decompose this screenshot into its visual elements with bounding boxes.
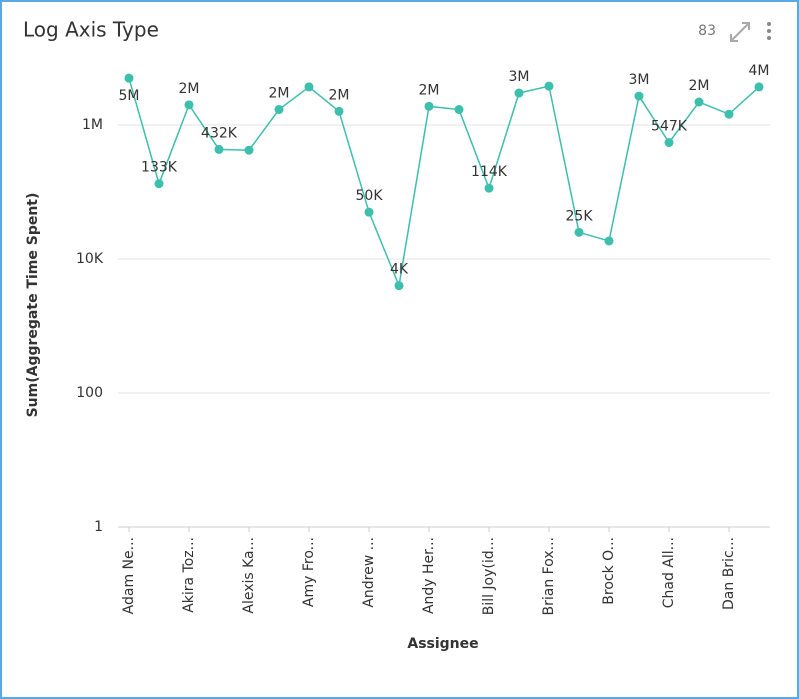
- point: [454, 105, 464, 115]
- data-label: 50K: [356, 188, 384, 204]
- point: [214, 144, 224, 154]
- menu-icon[interactable]: [767, 22, 771, 40]
- point: [484, 183, 494, 193]
- point: [304, 82, 314, 92]
- x-tick-label: Alexis Ka...: [241, 537, 257, 614]
- data-label: 2M: [329, 87, 350, 103]
- point: [694, 97, 704, 107]
- data-label: 133K: [141, 160, 178, 176]
- point: [244, 145, 254, 155]
- data-label: 2M: [269, 86, 290, 102]
- point: [724, 109, 734, 119]
- y-tick-label: 1M: [82, 117, 103, 133]
- point: [274, 105, 284, 115]
- y-tick-label: 10K: [76, 251, 104, 267]
- data-label: 547K: [651, 119, 688, 135]
- point: [664, 138, 674, 148]
- y-tick-label: 100: [76, 385, 103, 401]
- point: [334, 106, 344, 116]
- x-tick-label: Brock O...: [601, 537, 617, 605]
- data-label: 114K: [471, 164, 508, 180]
- x-tick-label: Chad All...: [661, 537, 677, 608]
- point: [634, 91, 644, 101]
- point: [424, 101, 434, 111]
- expand-icon[interactable]: [730, 22, 750, 42]
- data-label: 3M: [629, 72, 650, 88]
- data-label: 5M: [119, 88, 140, 104]
- data-label: 2M: [419, 82, 440, 98]
- point: [184, 100, 194, 110]
- point: [124, 73, 134, 83]
- x-tick-label: Andrew ...: [361, 537, 377, 608]
- x-tick-label: Amy Fro...: [301, 537, 317, 607]
- record-count: 83: [698, 23, 716, 39]
- data-label: 3M: [509, 69, 530, 85]
- x-tick-label: Dan Bric...: [721, 537, 737, 610]
- point: [544, 81, 554, 91]
- data-label: 25K: [566, 208, 594, 224]
- data-label: 2M: [179, 81, 200, 97]
- x-tick-label: Akira Toz...: [181, 537, 197, 613]
- y-tick-label: 1: [94, 519, 103, 535]
- x-tick-label: Bill Joy(id...: [481, 537, 497, 615]
- x-tick-label: Brian Fox...: [541, 537, 557, 615]
- data-label: 4K: [390, 262, 409, 278]
- point: [574, 227, 584, 237]
- x-tick-label: Andy Her...: [421, 537, 437, 614]
- line: [128, 77, 760, 289]
- x-axis-title: Assignee: [407, 636, 478, 652]
- point: [394, 281, 404, 291]
- data-label: 4M: [749, 63, 770, 79]
- point: [514, 88, 524, 98]
- x-tick-label: Adam Ne...: [121, 537, 137, 614]
- y-axis-title: Sum(Aggregate Time Spent): [25, 193, 41, 418]
- point: [154, 179, 164, 189]
- point: [364, 207, 374, 217]
- data-label: 2M: [689, 78, 710, 94]
- point: [754, 82, 764, 92]
- data-label: 432K: [201, 125, 238, 141]
- widget-title: Log Axis Type: [23, 18, 159, 42]
- point: [604, 236, 614, 246]
